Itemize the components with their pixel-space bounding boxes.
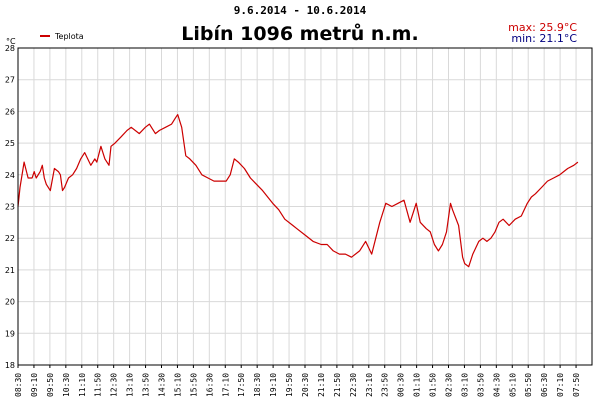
chart-title: Libín 1096 metrů n.m. xyxy=(181,22,418,45)
y-tick-label: 21 xyxy=(5,266,15,275)
x-tick-label: 17:10 xyxy=(221,373,230,397)
max-label: max: 25.9°C xyxy=(508,21,577,34)
x-tick-label: 07:50 xyxy=(572,373,581,397)
x-tick-label: 22:30 xyxy=(349,373,358,397)
x-tick-label: 23:50 xyxy=(381,373,390,397)
x-tick-label: 06:30 xyxy=(540,373,549,397)
x-tick-label: 11:50 xyxy=(94,373,103,397)
x-tick-label: 17:50 xyxy=(237,373,246,397)
y-tick-label: 27 xyxy=(5,76,15,85)
x-tick-label: 23:10 xyxy=(365,373,374,397)
y-tick-label: 28 xyxy=(5,44,15,53)
y-tick-label: 18 xyxy=(5,361,15,370)
min-label: min: 21.1°C xyxy=(511,32,577,45)
y-axis-ticks: 18 19 20 21 22 23 24 25 26 27 28 xyxy=(5,44,15,370)
x-tick-label: 05:50 xyxy=(524,373,533,397)
x-tick-label: 19:50 xyxy=(285,373,294,397)
x-tick-label: 09:50 xyxy=(46,373,55,397)
x-tick-label: 20:30 xyxy=(301,373,310,397)
x-axis-ticks: 08:30 09:10 09:50 10:30 11:10 11:50 12:30 13:10… xyxy=(14,365,581,397)
x-tick-label: 14:30 xyxy=(158,373,167,397)
x-tick-label: 07:10 xyxy=(556,373,565,397)
x-tick-label: 03:50 xyxy=(476,373,485,397)
y-tick-label: 19 xyxy=(5,329,15,338)
plot-frame xyxy=(17,47,593,366)
x-tick-label: 12:30 xyxy=(110,373,119,397)
x-tick-label: 19:10 xyxy=(269,373,278,397)
x-tick-label: 01:10 xyxy=(413,373,422,397)
x-tick-label: 09:10 xyxy=(30,373,39,397)
x-tick-label: 21:10 xyxy=(317,373,326,397)
x-tick-label: 16:30 xyxy=(205,373,214,397)
y-axis-unit: °C xyxy=(6,37,16,46)
y-tick-label: 20 xyxy=(5,298,15,307)
x-tick-label: 01:50 xyxy=(429,373,438,397)
y-tick-label: 22 xyxy=(5,234,15,243)
series-line-teplota xyxy=(17,114,579,268)
x-tick-label: 13:50 xyxy=(142,373,151,397)
x-tick-label: 13:10 xyxy=(126,373,135,397)
x-tick-label: 11:10 xyxy=(78,373,87,397)
x-tick-label: 04:30 xyxy=(492,373,501,397)
y-tick-label: 25 xyxy=(5,139,15,148)
y-tick-label: 26 xyxy=(5,107,15,116)
date-range: 9.6.2014 - 10.6.2014 xyxy=(234,4,367,17)
x-tick-label: 21:50 xyxy=(333,373,342,397)
x-tick-label: 15:50 xyxy=(189,373,198,397)
x-tick-label: 02:30 xyxy=(445,373,454,397)
legend-label-teplota: Teplota xyxy=(54,32,84,41)
legend: Teplota xyxy=(40,32,84,41)
x-tick-label: 18:30 xyxy=(253,373,262,397)
y-tick-label: 23 xyxy=(5,203,15,212)
y-tick-label: 24 xyxy=(5,171,15,180)
x-tick-label: 10:30 xyxy=(62,373,71,397)
x-tick-label: 00:30 xyxy=(397,373,406,397)
x-tick-label: 03:10 xyxy=(460,373,469,397)
x-tick-label: 05:10 xyxy=(508,373,517,397)
x-tick-label: 08:30 xyxy=(14,373,23,397)
x-tick-label: 15:10 xyxy=(173,373,182,397)
